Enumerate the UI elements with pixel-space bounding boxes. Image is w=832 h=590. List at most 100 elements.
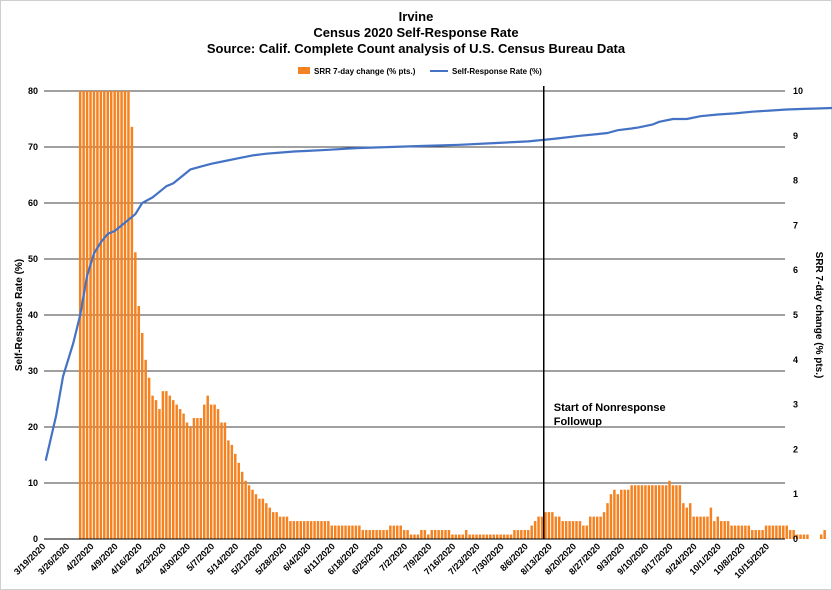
bar <box>540 516 544 539</box>
bar <box>313 521 316 539</box>
bar <box>285 516 289 539</box>
bar <box>713 521 716 539</box>
bar <box>757 530 761 539</box>
bar <box>654 485 657 539</box>
bar <box>451 534 454 539</box>
bar <box>795 534 799 539</box>
left-tick-label: 0 <box>33 534 38 544</box>
bar <box>344 525 347 539</box>
bar <box>85 91 89 539</box>
bar <box>499 534 502 539</box>
bar <box>227 440 230 539</box>
bar <box>206 395 209 539</box>
bar <box>337 525 340 539</box>
bar <box>771 525 775 539</box>
bar <box>744 525 747 539</box>
x-axis-ticks: 3/19/20203/26/20204/2/20204/9/20204/16/2… <box>12 541 771 580</box>
bar <box>237 462 240 539</box>
bar <box>244 480 247 539</box>
bar <box>409 534 413 539</box>
bar <box>185 422 189 539</box>
bar <box>130 126 134 539</box>
bar <box>533 521 537 539</box>
bar <box>564 521 568 539</box>
bar <box>282 516 285 539</box>
legend-label-bar: SRR 7-day change (% pts.) <box>314 67 416 76</box>
bar <box>506 534 509 539</box>
bar <box>82 91 85 539</box>
bar <box>254 494 258 539</box>
bar <box>154 400 158 539</box>
bar <box>664 485 668 539</box>
bar <box>433 530 437 539</box>
bar <box>571 521 575 539</box>
bar <box>147 377 151 539</box>
bar <box>706 516 709 539</box>
bar <box>296 521 299 539</box>
bar <box>302 521 306 539</box>
bar <box>340 525 344 539</box>
bar <box>292 521 296 539</box>
bar <box>385 530 389 539</box>
right-tick-label: 4 <box>793 355 798 365</box>
bar <box>788 530 792 539</box>
bar <box>192 418 196 539</box>
bar <box>137 306 141 539</box>
bar <box>761 530 764 539</box>
chart-title: Irvine <box>398 9 434 24</box>
bar <box>733 525 737 539</box>
bar <box>647 485 651 539</box>
bar <box>675 485 678 539</box>
bar <box>351 525 354 539</box>
right-axis-ticks: 0 1 2 3 4 5 6 7 8 9 10 <box>793 86 803 544</box>
bar <box>613 489 616 539</box>
bar <box>458 534 461 539</box>
bar <box>657 485 661 539</box>
bar <box>454 534 458 539</box>
legend-swatch-bar <box>298 67 310 74</box>
bar <box>513 530 516 539</box>
left-tick-label: 70 <box>28 142 38 152</box>
bar <box>489 534 492 539</box>
left-tick-label: 10 <box>28 478 38 488</box>
bar <box>116 91 120 539</box>
bar <box>92 91 96 539</box>
bar <box>265 503 268 539</box>
bar <box>575 521 578 539</box>
bar <box>361 530 365 539</box>
bar <box>726 521 730 539</box>
bar <box>99 91 103 539</box>
bar <box>685 507 689 539</box>
bar <box>520 530 523 539</box>
right-tick-label: 7 <box>793 220 798 230</box>
bar <box>551 512 554 539</box>
bar <box>492 534 496 539</box>
bar <box>582 525 585 539</box>
bar <box>592 516 595 539</box>
bar <box>754 530 757 539</box>
bar <box>240 471 244 539</box>
annotation-line2: Followup <box>554 416 603 428</box>
bar <box>640 485 644 539</box>
bar <box>309 521 313 539</box>
bar <box>799 534 802 539</box>
bar <box>392 525 396 539</box>
bar <box>606 503 609 539</box>
bar <box>365 530 368 539</box>
bar <box>416 534 420 539</box>
bar <box>751 530 754 539</box>
bar <box>602 512 606 539</box>
bar <box>699 516 702 539</box>
bar <box>471 534 475 539</box>
bar <box>320 521 323 539</box>
bar <box>109 91 113 539</box>
bar <box>730 525 733 539</box>
bar <box>468 534 471 539</box>
line-series <box>44 106 832 461</box>
bar <box>589 516 592 539</box>
right-tick-label: 9 <box>793 131 798 141</box>
bar <box>447 530 451 539</box>
bar <box>561 521 564 539</box>
bar <box>151 395 154 539</box>
